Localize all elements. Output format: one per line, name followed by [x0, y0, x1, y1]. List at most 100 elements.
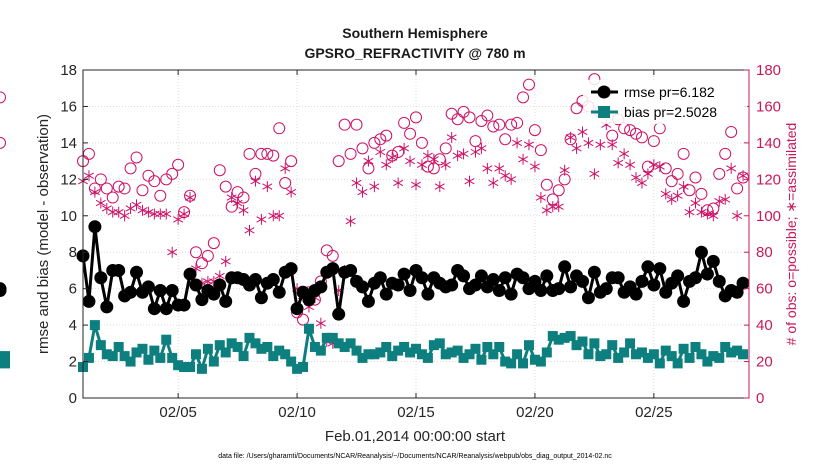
assimilated-obs-point	[452, 150, 463, 162]
y-tick-label: 2	[69, 354, 77, 371]
obs-count-series	[0, 74, 750, 349]
assimilated-obs-point	[226, 192, 237, 204]
y2-tick-label: 60	[756, 281, 773, 298]
y2-tick-label: 180	[756, 62, 781, 79]
rmse-point	[355, 280, 369, 294]
bias-point	[577, 336, 588, 347]
assimilated-obs-point	[185, 192, 196, 204]
assimilated-obs-point	[726, 162, 737, 174]
bias-point	[345, 338, 356, 349]
rmse-point	[457, 269, 471, 283]
assimilated-obs-point	[559, 164, 570, 176]
possible-obs-point	[725, 125, 738, 138]
bias-point	[428, 340, 439, 351]
rmse-point	[474, 269, 488, 283]
rmse-point	[688, 271, 702, 285]
possible-obs-point	[647, 135, 660, 148]
bias-point	[571, 340, 582, 351]
assimilated-obs-point	[440, 159, 451, 171]
rmse-point	[534, 283, 548, 297]
possible-obs-point	[528, 124, 541, 137]
bias-point	[684, 352, 695, 363]
rmse-point	[694, 245, 708, 259]
assimilated-obs-point	[410, 179, 422, 191]
possible-obs-point	[207, 237, 220, 250]
bias-point	[589, 338, 600, 349]
rmse-point	[165, 283, 179, 297]
possible-obs-point	[267, 149, 280, 162]
metric-series	[0, 220, 750, 374]
bias-point	[309, 341, 320, 352]
bias-point	[381, 341, 392, 352]
bias-point	[375, 347, 386, 358]
possible-obs-point	[713, 167, 726, 180]
assimilated-obs-point	[506, 173, 517, 185]
bias-point	[143, 354, 154, 365]
assimilated-obs-point	[274, 210, 285, 222]
bias-point	[131, 347, 142, 358]
bias-point	[268, 351, 279, 362]
assimilated-obs-point	[738, 170, 749, 182]
possible-obs-point	[166, 167, 179, 180]
possible-obs-point	[505, 118, 518, 131]
possible-obs-point	[344, 147, 357, 160]
possible-obs-point	[0, 136, 6, 149]
possible-obs-point	[100, 182, 113, 195]
possible-obs-point	[487, 120, 500, 133]
bias-point	[0, 358, 10, 369]
assimilated-obs-point	[179, 208, 190, 220]
rmse-point	[124, 285, 138, 299]
assimilated-obs-point	[399, 142, 410, 154]
bias-point	[702, 356, 713, 367]
y-tick-label: 8	[69, 244, 77, 261]
possible-obs-point	[136, 184, 149, 197]
bias-point	[506, 358, 517, 369]
possible-obs-point	[219, 180, 232, 193]
possible-obs-point	[124, 162, 137, 175]
possible-obs-point	[243, 147, 256, 160]
legend-bias-label: bias pr=2.5028	[624, 104, 717, 120]
y2-tick-label: 80	[756, 244, 773, 261]
rmse-point	[629, 287, 643, 301]
possible-obs-point	[439, 142, 452, 155]
possible-obs-point	[0, 91, 6, 104]
assimilated-obs-point	[345, 215, 356, 227]
assimilated-obs-point	[351, 177, 362, 189]
assimilated-obs-point	[512, 137, 523, 149]
rmse-point	[189, 278, 203, 292]
rmse-point	[581, 291, 595, 305]
rmse-point	[219, 294, 233, 308]
assimilated-obs-point	[672, 190, 683, 202]
assimilated-obs-point	[137, 204, 148, 216]
possible-obs-point	[106, 191, 119, 204]
assimilated-obs-point	[95, 197, 106, 209]
x-tick-label: 02/05	[159, 404, 197, 421]
bias-point	[708, 351, 719, 362]
possible-obs-point	[499, 133, 512, 146]
possible-obs-point	[481, 109, 494, 122]
bias-point	[559, 332, 570, 343]
rmse-point	[486, 273, 500, 287]
x-tick-label: 02/25	[635, 404, 673, 421]
possible-obs-point	[493, 118, 506, 131]
bias-point	[405, 347, 416, 358]
rmse-point	[177, 298, 191, 312]
assimilated-obs-point	[607, 139, 618, 151]
assimilated-obs-point	[565, 131, 576, 143]
assimilated-obs-point	[660, 188, 671, 200]
bias-point	[149, 345, 160, 356]
bias-point	[535, 356, 546, 367]
possible-obs-point	[255, 147, 268, 160]
bias-point	[161, 334, 172, 345]
rmse-point	[254, 291, 268, 305]
possible-obs-point	[332, 155, 345, 168]
possible-obs-point	[261, 147, 274, 160]
rmse-point	[706, 254, 720, 268]
rmse-point	[504, 287, 518, 301]
assimilated-obs-point	[250, 175, 261, 187]
legend: rmse pr=6.182 bias pr=2.5028	[583, 80, 747, 124]
chart-title: Southern Hemisphere	[342, 25, 488, 41]
bias-point	[95, 340, 106, 351]
assimilated-obs-point	[244, 224, 255, 236]
y2-tick-label: 40	[756, 317, 773, 334]
